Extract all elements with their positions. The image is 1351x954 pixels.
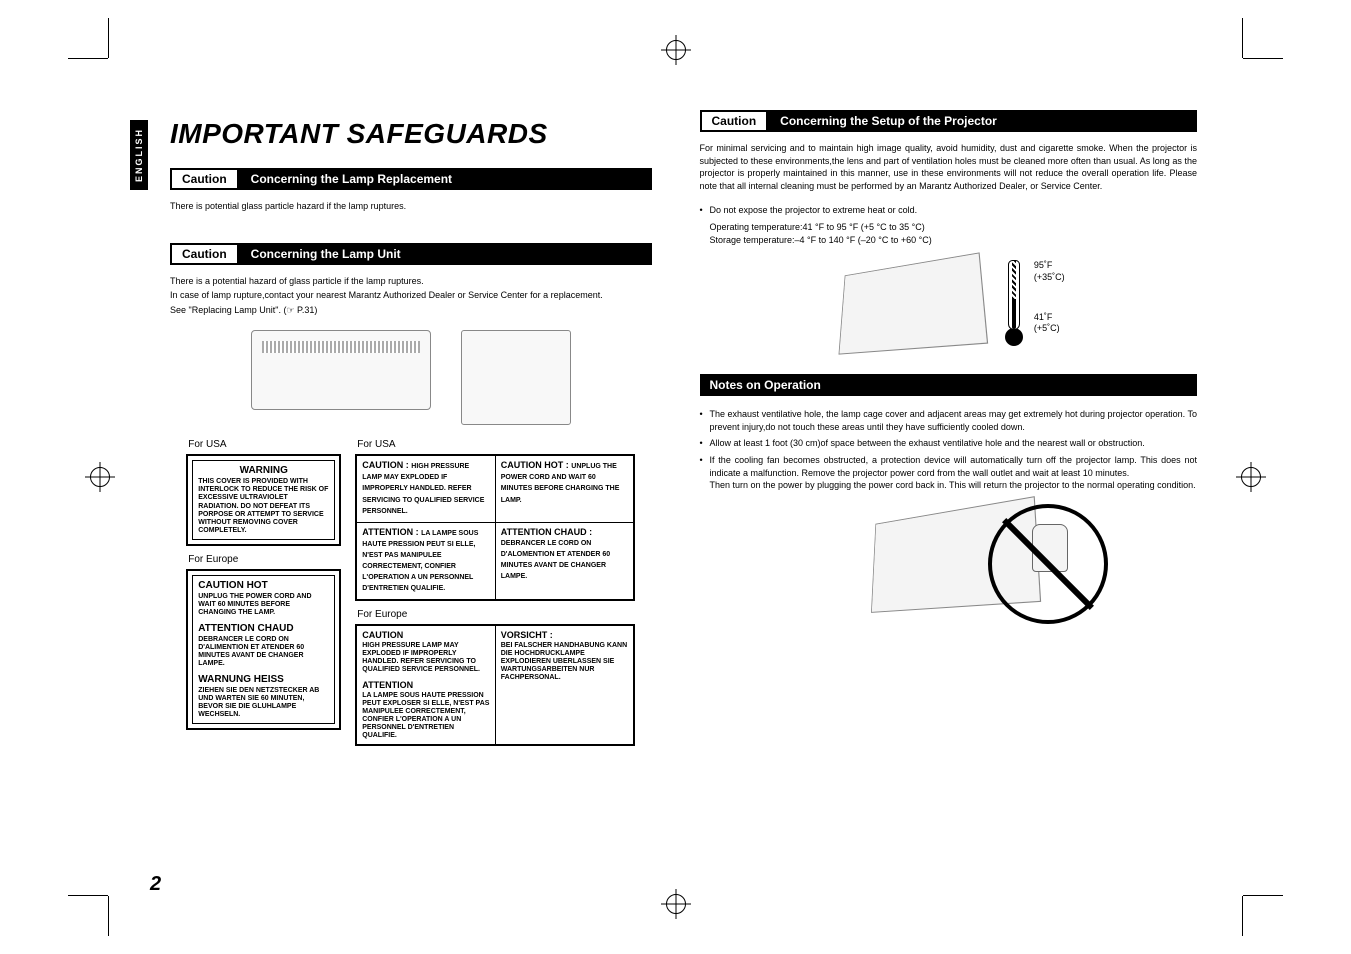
- caution-label: Caution: [170, 168, 239, 190]
- body-text: See "Replacing Lamp Unit". (☞ P.31): [170, 304, 652, 317]
- warning-body: HIGH PRESSURE LAMP MAY EXPLODED IF IMPRO…: [362, 642, 490, 674]
- body-text: There is a potential hazard of glass par…: [170, 275, 652, 288]
- warning-body: BEI FALSCHER HANDHABUNG KANN DIE HOCHDRU…: [501, 642, 629, 682]
- crop-mark: [68, 58, 108, 59]
- body-text: In case of lamp rupture,contact your nea…: [170, 289, 652, 302]
- label-column-a: For USA WARNING THIS COVER IS PROVIDED W…: [186, 439, 341, 754]
- region-label: For USA: [355, 439, 635, 450]
- warning-labels-area: For USA WARNING THIS COVER IS PROVIDED W…: [170, 439, 652, 754]
- caution-label: Caution: [170, 243, 239, 265]
- section-lamp-replacement: Caution Concerning the Lamp Replacement: [170, 168, 652, 190]
- temp-low: 41˚F (+5˚C): [1034, 312, 1065, 335]
- crop-mark: [1242, 18, 1243, 58]
- left-column: IMPORTANT SAFEGUARDS Caution Concerning …: [130, 110, 676, 864]
- region-label: For Europe: [355, 609, 635, 620]
- warning-heading: CAUTION HOT :: [501, 460, 569, 470]
- crop-mark: [68, 895, 108, 896]
- registration-mark: [90, 467, 110, 487]
- warning-heading: ATTENTION CHAUD: [198, 623, 329, 634]
- crop-mark: [108, 18, 109, 58]
- note-text: If the cooling fan becomes obstructed, a…: [710, 455, 1198, 478]
- registration-mark: [1241, 467, 1261, 487]
- prohibition-icon: [988, 504, 1108, 624]
- warning-heading: CAUTION HOT: [198, 580, 329, 591]
- right-column: Caution Concerning the Setup of the Proj…: [676, 110, 1222, 864]
- warning-body: LA LAMPE SOUS HAUTE PRESSION PEUT SI ELL…: [362, 530, 478, 592]
- device-diagram: [170, 330, 652, 425]
- temp-high: 95˚F (+35˚C): [1034, 260, 1065, 283]
- projector-front-illustration: [251, 330, 431, 410]
- page-content: IMPORTANT SAFEGUARDS Caution Concerning …: [130, 110, 1221, 864]
- warning-heading: VORSICHT :: [501, 630, 629, 640]
- do-not-touch-illustration: [700, 508, 1198, 608]
- warning-heading: CAUTION: [362, 630, 490, 640]
- warning-body: LA LAMPE SOUS HAUTE PRESSION PEUT EXPLOS…: [362, 692, 490, 740]
- bullet-list: Do not expose the projector to extreme h…: [700, 204, 1198, 217]
- projector-top-illustration: [461, 330, 571, 425]
- warning-heading: ATTENTION :: [362, 527, 418, 537]
- crop-mark: [1243, 895, 1283, 896]
- warning-heading: WARNUNG HEISS: [198, 674, 329, 685]
- notes-heading: Notes on Operation: [700, 374, 1198, 396]
- region-label: For USA: [186, 439, 341, 450]
- warning-heading: WARNING: [198, 465, 329, 476]
- section-setup: Caution Concerning the Setup of the Proj…: [700, 110, 1198, 132]
- note-item: Allow at least 1 foot (30 cm)of space be…: [700, 437, 1198, 450]
- crop-mark: [108, 896, 109, 936]
- warning-body: HIGH PRESSURE LAMP MAY EXPLODED IF IMPRO…: [362, 463, 484, 514]
- page-number: 2: [150, 873, 161, 896]
- warning-label-usa-dual: CAUTION : HIGH PRESSURE LAMP MAY EXPLODE…: [355, 454, 635, 601]
- note-text: Then turn on the power by plugging the p…: [710, 480, 1196, 490]
- section-title: Concerning the Setup of the Projector: [768, 110, 1009, 132]
- warning-body: DEBRANCER LE CORD ON D'ALOMENTION ET ATE…: [501, 540, 610, 580]
- warning-heading: ATTENTION CHAUD :: [501, 527, 592, 537]
- body-text: For minimal servicing and to maintain hi…: [700, 142, 1198, 192]
- label-column-b: For USA CAUTION : HIGH PRESSURE LAMP MAY…: [355, 439, 635, 754]
- bullet-item: Do not expose the projector to extreme h…: [700, 204, 1198, 217]
- registration-mark: [666, 894, 686, 914]
- hand-icon: [1032, 524, 1068, 572]
- registration-mark: [666, 40, 686, 60]
- warning-label-europe: CAUTION HOT UNPLUG THE POWER CORD AND WA…: [186, 569, 341, 731]
- note-item: The exhaust ventilative hole, the lamp c…: [700, 408, 1198, 433]
- warning-heading: CAUTION :: [362, 460, 409, 470]
- caution-label: Caution: [700, 110, 769, 132]
- sub-text: Storage temperature:–4 °F to 140 °F (–20…: [700, 234, 1198, 247]
- projector-isometric-illustration: [838, 253, 988, 355]
- region-label: For Europe: [186, 554, 341, 565]
- warning-body: UNPLUG THE POWER CORD AND WAIT 60 MINUTE…: [198, 593, 329, 617]
- crop-mark: [1243, 58, 1283, 59]
- section-lamp-unit: Caution Concerning the Lamp Unit: [170, 243, 652, 265]
- temperature-illustration: 95˚F (+35˚C) 41˚F (+5˚C): [700, 260, 1198, 350]
- section-title: Concerning the Lamp Unit: [239, 243, 413, 265]
- body-text: There is potential glass particle hazard…: [170, 200, 652, 213]
- crop-mark: [1242, 896, 1243, 936]
- sub-text: Operating temperature:41 °F to 95 °F (+5…: [700, 221, 1198, 234]
- warning-body: DEBRANCER LE CORD ON D'ALIMENTION ET ATE…: [198, 636, 329, 668]
- warning-label-usa: WARNING THIS COVER IS PROVIDED WITH INTE…: [186, 454, 341, 545]
- section-title: Concerning the Lamp Replacement: [239, 168, 464, 190]
- note-item: If the cooling fan becomes obstructed, a…: [700, 454, 1198, 492]
- warning-body: ZIEHEN SIE DEN NETZSTECKER AB UND WARTEN…: [198, 687, 329, 719]
- thermometer-labels: 95˚F (+35˚C) 41˚F (+5˚C): [1034, 260, 1065, 335]
- page-title: IMPORTANT SAFEGUARDS: [170, 118, 652, 150]
- thermometer-icon: [1002, 260, 1026, 346]
- warning-heading: ATTENTION: [362, 680, 490, 690]
- notes-list: The exhaust ventilative hole, the lamp c…: [700, 408, 1198, 492]
- warning-body: THIS COVER IS PROVIDED WITH INTERLOCK TO…: [198, 478, 329, 534]
- warning-label-europe-dual: CAUTION HIGH PRESSURE LAMP MAY EXPLODED …: [355, 624, 635, 746]
